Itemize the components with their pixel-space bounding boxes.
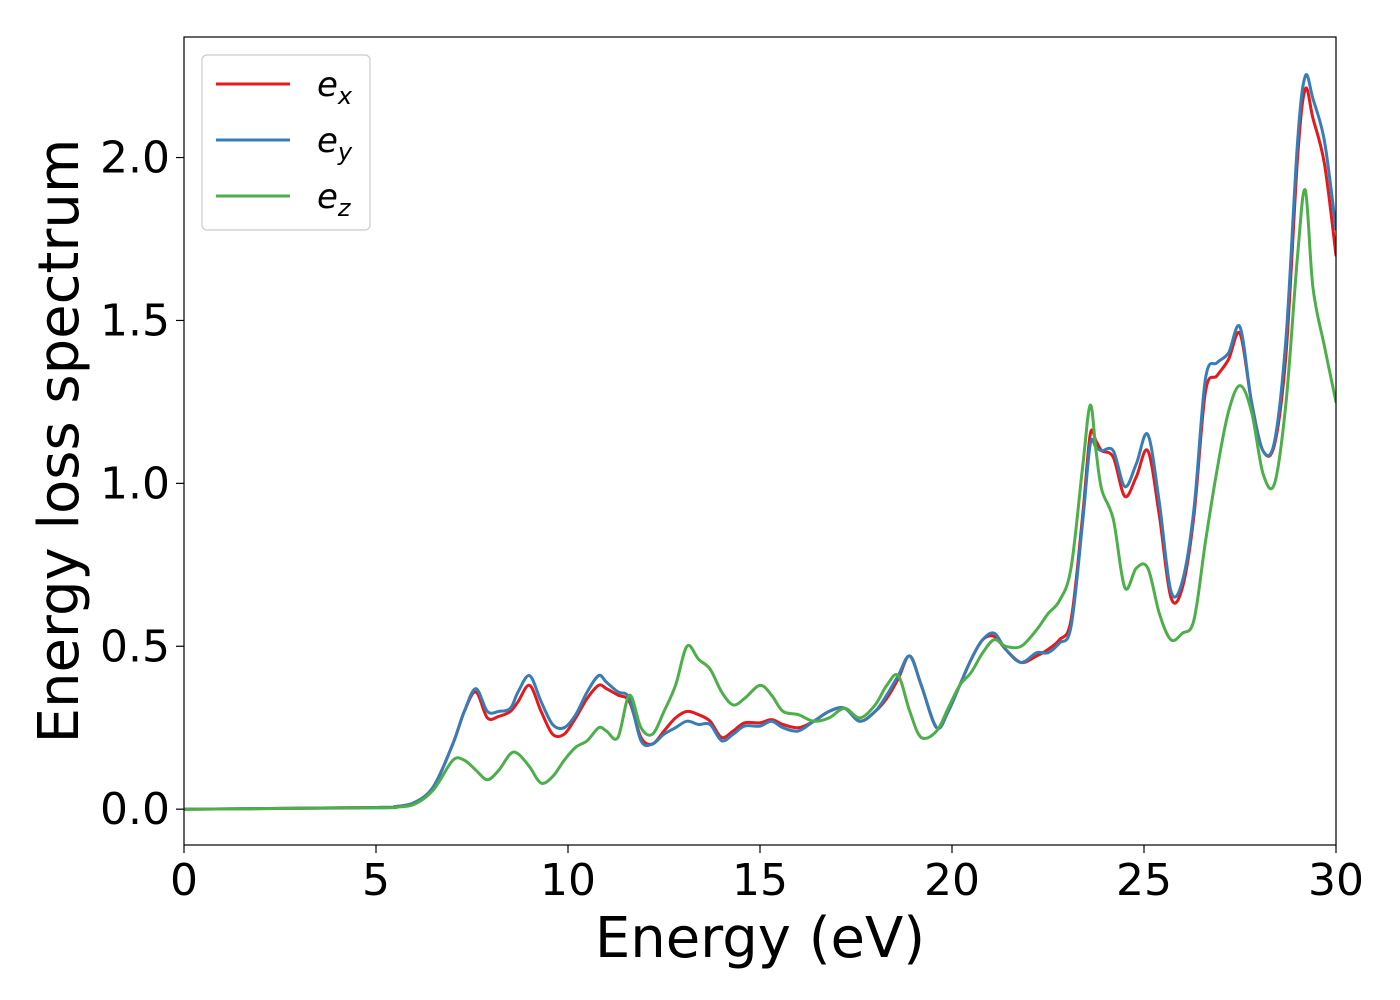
x-tick-label: 30 [1308,855,1364,906]
y-axis-title: Energy loss spectrum [27,139,92,744]
y-tick-label: 1.0 [100,458,170,509]
legend-box [201,54,371,231]
x-axis-title: Energy (eV) [595,906,925,971]
series-layer [184,73,1336,811]
legend-label-ey: ey [317,121,353,166]
x-tick-label: 15 [732,855,788,906]
series-line-ey [184,73,1336,811]
x-tick-label: 0 [170,855,198,906]
y-tick-label: 1.5 [100,295,170,346]
x-tick-label: 10 [540,855,596,906]
y-tick-label: 0.5 [100,621,170,672]
x-tick-label: 5 [362,855,390,906]
y-tick-label: 2.0 [100,133,170,184]
y-axis: 0.0 0.5 1.0 1.5 2.0 [100,133,184,835]
x-tick-label: 20 [924,855,980,906]
x-axis: 0 5 10 15 20 25 30 [170,845,1364,906]
x-tick-label: 25 [1116,855,1172,906]
series-line-ez [184,188,1336,811]
legend-label-ex: ex [317,65,353,110]
y-tick-label: 0.0 [100,784,170,835]
